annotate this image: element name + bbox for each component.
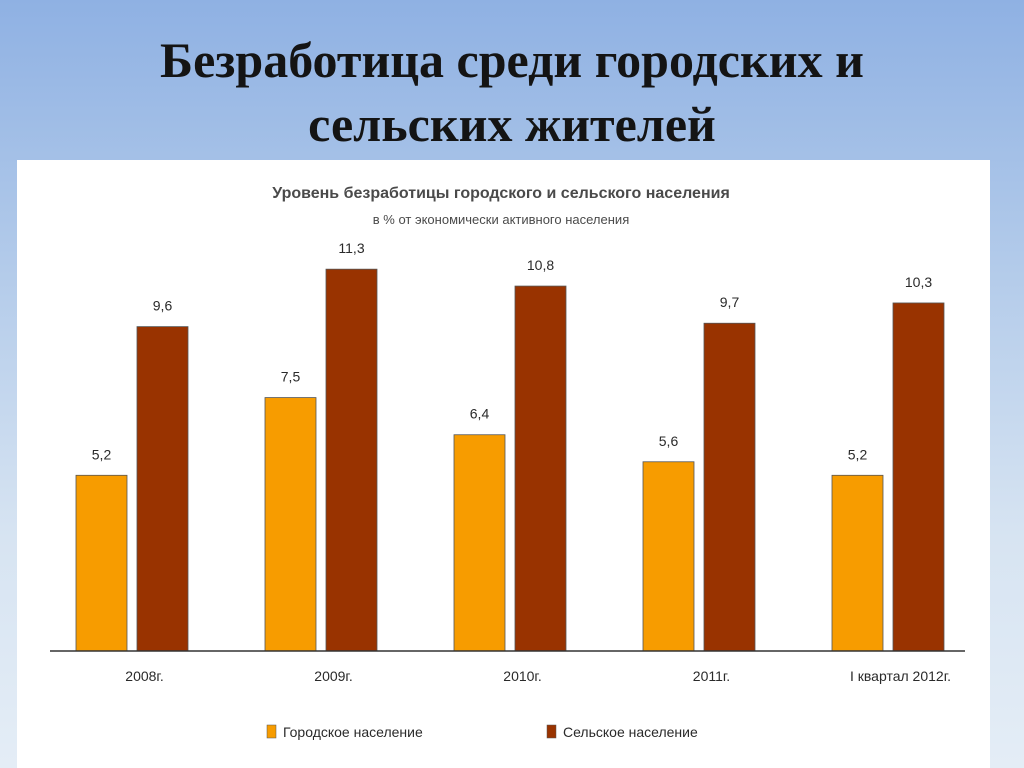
- data-label-series-1-4: 5,6: [659, 433, 679, 449]
- bar-series-1-1: [75, 474, 128, 652]
- bars-layer: 5,2 9,6 7,5 11,3 6,4 10,8 5,6 9,7 5,2 10,3: [75, 240, 945, 652]
- bar-series-1-3: [453, 434, 506, 652]
- x-tick-label-2: 2009г.: [314, 668, 352, 684]
- chart-title: Уровень безработицы городского и сельско…: [272, 185, 730, 202]
- slide-title-line-1: Безработица среди городских и: [160, 32, 864, 88]
- slide-title-line-2: сельских жителей: [308, 96, 716, 152]
- x-tick-label-4: 2011г.: [693, 668, 730, 684]
- legend: Городское население Сельское население: [266, 724, 698, 740]
- chart-panel: Уровень безработицы городского и сельско…: [17, 160, 990, 768]
- bar-series-2-2: [325, 268, 378, 652]
- x-tick-label-1: 2008г.: [125, 668, 163, 684]
- legend-swatch-1: [266, 724, 277, 739]
- data-label-series-2-1: 9,6: [153, 298, 173, 314]
- data-label-series-1-3: 6,4: [470, 406, 490, 422]
- data-label-series-1-1: 5,2: [92, 446, 112, 462]
- bar-series-2-4: [703, 322, 756, 652]
- data-label-series-1-5: 5,2: [848, 446, 868, 462]
- bar-chart: Уровень безработицы городского и сельско…: [50, 185, 965, 740]
- data-label-series-1-2: 7,5: [281, 369, 301, 385]
- legend-swatch-2: [546, 724, 557, 739]
- x-tick-labels: 2008г. 2009г. 2010г. 2011г. I квартал 2012г.: [125, 668, 951, 684]
- legend-label-1: Городское население: [283, 724, 423, 740]
- data-label-series-2-3: 10,8: [527, 257, 554, 273]
- data-label-series-2-4: 9,7: [720, 294, 740, 310]
- bar-series-1-5: [831, 474, 884, 652]
- bar-series-1-4: [642, 461, 695, 652]
- chart-subtitle: в % от экономически активного населения: [373, 212, 629, 227]
- bar-series-2-5: [892, 302, 945, 652]
- data-label-series-2-5: 10,3: [905, 274, 932, 290]
- x-tick-label-3: 2010г.: [503, 668, 541, 684]
- data-label-series-2-2: 11,3: [338, 240, 364, 256]
- slide-title: Безработица среди городских и сельских ж…: [0, 28, 1024, 156]
- x-tick-label-5: I квартал 2012г.: [850, 668, 951, 684]
- bar-series-2-1: [136, 326, 189, 652]
- legend-label-2: Сельское население: [563, 724, 698, 740]
- bar-series-1-2: [264, 397, 317, 652]
- bar-series-2-3: [514, 285, 567, 652]
